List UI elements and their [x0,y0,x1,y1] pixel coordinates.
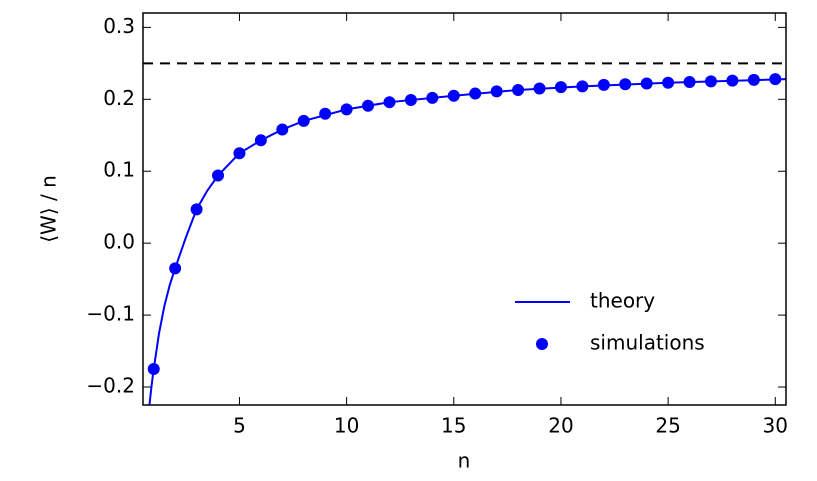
data-point [640,77,653,90]
data-point [490,85,503,98]
data-point [554,81,567,94]
data-point [747,73,760,86]
legend-label: simulations [590,331,705,355]
data-point [469,87,482,100]
data-point [726,74,739,87]
plot-area [143,62,786,405]
y-axis-label: ⟨W⟩ / n [37,175,61,243]
data-point [147,363,160,376]
y-tick-label: −0.2 [86,374,135,398]
data-point [426,91,439,104]
data-point [254,134,267,147]
data-point [404,94,417,107]
theory-line [148,78,786,405]
data-point [169,262,182,275]
data-point [576,80,589,93]
legend-marker [536,338,548,350]
data-point [297,114,310,127]
y-tick-label: −0.1 [86,302,135,326]
plot-frame [142,12,787,406]
y-tick-label: 0.1 [103,158,135,182]
y-tick-label: 0.2 [103,86,135,110]
data-point [683,76,696,89]
data-point [212,169,225,182]
data-point [662,76,675,89]
data-point [769,73,782,86]
data-point [597,78,610,91]
y-tick-label: 0.3 [103,14,135,38]
y-tick-label: 0.0 [103,230,135,254]
data-point [447,89,460,102]
data-point [533,82,546,95]
x-tick-label: 15 [441,414,466,438]
data-point [190,203,203,216]
x-tick-label: 10 [334,414,359,438]
x-tick-label: 5 [233,414,246,438]
data-point [276,123,289,136]
x-tick-label: 25 [655,414,680,438]
x-tick-label: 30 [763,414,788,438]
legend-label: theory [590,289,655,313]
data-point [319,107,332,120]
data-point [383,96,396,109]
x-axis-label: n [458,449,471,473]
data-point [704,75,717,88]
x-tick-label: 20 [548,414,573,438]
data-point [233,147,246,160]
data-point [512,83,525,96]
data-point [362,99,375,112]
data-point [340,103,353,116]
data-point [619,78,632,91]
